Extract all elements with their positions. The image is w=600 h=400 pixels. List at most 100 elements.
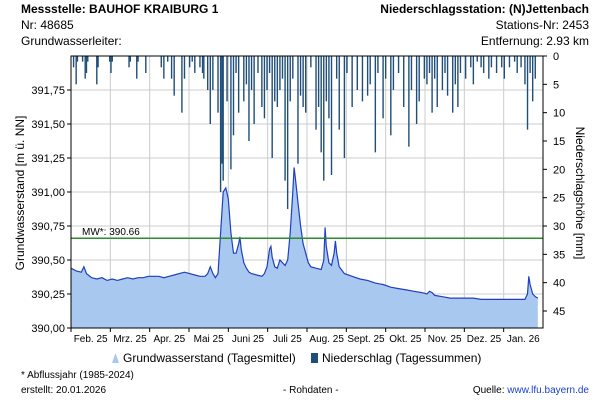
groundwater-line xyxy=(70,167,539,300)
precip-bar xyxy=(459,56,462,73)
y2-tick-label: 25 xyxy=(553,193,565,205)
mw-label: MW*: 390.66 xyxy=(82,227,140,238)
y-tick-label: 391,50 xyxy=(31,119,65,131)
x-tick-label: Feb. 25 xyxy=(74,334,108,345)
precip-bar xyxy=(428,56,431,73)
precip-bar xyxy=(235,56,237,73)
precip-bar xyxy=(446,56,449,96)
precip-bar xyxy=(501,56,503,68)
precip-bar xyxy=(268,56,271,73)
precip-bar xyxy=(217,56,219,113)
y-tick-label: 390,75 xyxy=(31,221,65,233)
precip-bar xyxy=(289,56,291,102)
x-tick-label: Juni 25 xyxy=(232,334,265,345)
precip-bar xyxy=(317,56,320,107)
precip-bar xyxy=(266,56,268,90)
source-link[interactable]: www.lfu.bayern.de xyxy=(507,385,589,396)
x-tick-label: Okt. 25 xyxy=(389,334,422,345)
precip-bar xyxy=(403,56,405,107)
precip-bar xyxy=(325,56,328,102)
y-tick-label: 390,00 xyxy=(31,323,65,335)
precip-bar xyxy=(181,56,183,113)
precip-bar xyxy=(243,56,245,102)
precip-bar xyxy=(472,56,475,85)
precip-bar xyxy=(170,56,173,79)
precip-bar xyxy=(382,56,384,119)
precipitation-bars xyxy=(72,56,536,209)
x-tick-label: Jan. 26 xyxy=(507,334,540,345)
precip-bar xyxy=(457,56,459,107)
precip-bar xyxy=(221,56,223,164)
y-tick-label: 390,25 xyxy=(31,289,65,301)
precip-bar xyxy=(284,56,286,181)
axis-labels: 390,00 390,25 390,50 390,75 391,00 391,25 391,… xyxy=(31,51,565,345)
y2-tick-label: 10 xyxy=(553,108,565,120)
precip-bar xyxy=(183,56,186,79)
legend-precipitation-swatch xyxy=(311,353,318,363)
x-tick-label: Apr. 25 xyxy=(153,334,185,345)
precip-bar xyxy=(338,56,340,130)
legend-groundwater-label: Grundwasserstand (Tagesmittel) xyxy=(123,351,296,365)
x-tick-label: Juli 25 xyxy=(273,334,302,345)
x-tick-label: Sept. 25 xyxy=(347,334,385,345)
precip-bar xyxy=(423,56,426,79)
precip-bar xyxy=(503,56,506,79)
precip-bar xyxy=(194,56,196,73)
precip-bar xyxy=(110,56,112,73)
y-axis-title: Grundwasserstand [m ü. NN] xyxy=(13,115,27,271)
precip-bar xyxy=(163,56,165,79)
precip-bar xyxy=(482,56,485,73)
y2-tick-label: 45 xyxy=(553,306,565,318)
precip-bar xyxy=(302,56,304,107)
precip-bar xyxy=(480,56,482,68)
groundwater-area xyxy=(71,167,538,328)
distance-label: Entfernung: 2.93 km xyxy=(480,34,589,48)
precip-bar xyxy=(226,56,228,102)
precip-bar xyxy=(436,56,438,107)
precip-bar xyxy=(408,56,410,147)
precip-bar xyxy=(315,56,317,130)
legend-precipitation: Niederschlag (Tagessummen) xyxy=(311,351,481,365)
precip-bar xyxy=(292,56,294,79)
precip-bar xyxy=(323,56,325,181)
x-tick-label: Mai 25 xyxy=(194,334,224,345)
precip-bar xyxy=(145,56,147,73)
precip-bar xyxy=(173,56,175,96)
y-tick-label: 391,25 xyxy=(31,153,65,165)
precip-bar xyxy=(377,56,379,73)
x-tick-label: Mrz. 25 xyxy=(113,334,147,345)
precip-bar xyxy=(390,56,392,136)
precip-bar xyxy=(452,56,454,113)
precip-bar xyxy=(346,56,348,73)
precip-bar xyxy=(96,56,98,85)
precip-bar xyxy=(490,56,493,68)
precip-bar xyxy=(410,56,413,90)
station-number: Nr: 48685 xyxy=(21,18,74,32)
legend-groundwater: Grundwasserstand (Tagesmittel) xyxy=(112,351,296,365)
precip-bar xyxy=(97,56,99,68)
precip-bar xyxy=(366,56,369,96)
precip-bar xyxy=(111,56,113,62)
precip-station-title: Niederschlagsstation: (N)Jettenbach xyxy=(380,2,589,16)
y-tick-label: 391,00 xyxy=(31,187,65,199)
precip-bar xyxy=(356,56,358,90)
precip-bar xyxy=(431,56,433,113)
precip-bar xyxy=(206,56,209,90)
precip-bar xyxy=(274,56,276,102)
y2-tick-label: 0 xyxy=(553,51,559,63)
precip-bar xyxy=(361,56,364,102)
precip-bar xyxy=(263,56,266,119)
precip-bar xyxy=(286,56,289,209)
precip-bar xyxy=(441,56,444,90)
precip-bar xyxy=(261,56,263,107)
y2-tick-label: 20 xyxy=(553,164,565,176)
precip-bar xyxy=(276,56,279,107)
precip-bar xyxy=(212,56,214,90)
precip-bar xyxy=(520,56,522,68)
precip-bar xyxy=(237,56,240,113)
precip-bar xyxy=(160,56,162,68)
precip-bar xyxy=(76,56,79,62)
precip-bar xyxy=(343,56,346,158)
precip-bar xyxy=(84,56,86,79)
precip-bar xyxy=(415,56,418,124)
